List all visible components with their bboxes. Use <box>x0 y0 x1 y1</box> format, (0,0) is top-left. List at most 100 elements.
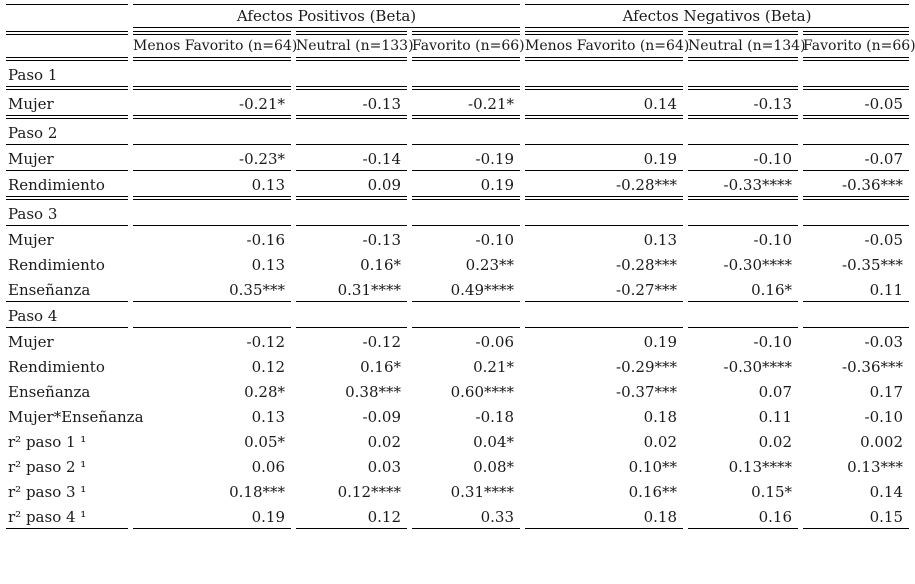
value-cell: 0.16* <box>360 358 401 376</box>
value-cell: -0.35*** <box>842 256 904 274</box>
value-cell: 0.12 <box>251 358 285 376</box>
value-cell: -0.12 <box>246 333 285 351</box>
section-row-paso-4: Paso 4 <box>6 305 910 328</box>
value-cell: 0.33 <box>412 506 520 529</box>
value-cell: 0.04* <box>473 433 514 451</box>
value-cell: -0.28*** <box>616 256 677 274</box>
group-header-positive: Afectos Positivos (Beta) <box>133 4 520 28</box>
value-cell: -0.13 <box>688 93 798 119</box>
empty-cell <box>688 305 798 328</box>
table-row: Enseñanza 0.35*** 0.31**** 0.49**** -0.2… <box>6 279 910 302</box>
section-label: Paso 4 <box>6 305 128 328</box>
table-row: Rendimiento 0.13 0.09 0.19 -0.28*** -0.3… <box>6 174 910 200</box>
value-cell: 0.11 <box>758 408 792 426</box>
column-header-neutral-neg: Neutral (n=134) <box>688 31 806 61</box>
value-cell: -0.18 <box>475 408 514 426</box>
value-cell: 0.13 <box>643 231 677 249</box>
value-cell: 0.06 <box>251 458 285 476</box>
value-cell: 0.16** <box>628 483 677 501</box>
row-label: Mujer <box>8 231 54 249</box>
value-cell: -0.19 <box>412 148 520 171</box>
value-cell: -0.13 <box>362 231 401 249</box>
section-row-paso-1: Paso 1 <box>6 64 910 90</box>
value-cell: 0.12 <box>296 506 407 529</box>
value-cell: 0.49**** <box>412 279 520 302</box>
value-cell: 0.11 <box>803 279 910 302</box>
value-cell: 0.10** <box>628 458 677 476</box>
row-label: Enseñanza <box>6 279 128 302</box>
table-row: Rendimiento 0.12 0.16* 0.21* -0.29*** -0… <box>6 356 909 378</box>
value-cell: -0.23* <box>133 148 291 171</box>
empty-cell <box>296 122 407 145</box>
row-label: Mujer <box>6 148 128 171</box>
table-row: Mujer -0.21* -0.13 -0.21* 0.14 -0.13 -0.… <box>6 93 910 119</box>
table-row: r² paso 3 ¹ 0.18*** 0.12**** 0.31**** 0.… <box>6 481 909 503</box>
value-cell: -0.21* <box>412 93 520 119</box>
empty-cell <box>525 64 683 90</box>
row-label: r² paso 2 ¹ <box>8 458 87 476</box>
value-cell: -0.12 <box>362 333 401 351</box>
row-label: Mujer*Enseñanza <box>8 408 144 426</box>
row-label: Mujer <box>6 93 128 119</box>
value-cell: -0.14 <box>296 148 407 171</box>
value-cell: 0.16* <box>360 256 401 274</box>
value-cell: -0.10 <box>753 231 792 249</box>
table-row: Rendimiento 0.13 0.16* 0.23** -0.28*** -… <box>6 254 909 276</box>
section-label: Paso 3 <box>6 203 128 226</box>
column-header-favorito-pos: Favorito (n=66) <box>412 31 525 61</box>
value-cell: 0.15 <box>803 506 910 529</box>
value-cell: 0.13**** <box>728 458 792 476</box>
value-cell: 0.35*** <box>133 279 291 302</box>
value-cell: 0.21* <box>473 358 514 376</box>
group-header-row: Afectos Positivos (Beta) Afectos Negativ… <box>6 4 910 28</box>
table-row: Mujer -0.16 -0.13 -0.10 0.13 -0.10 -0.05 <box>6 229 909 251</box>
value-cell: 0.31**** <box>450 483 514 501</box>
value-cell: 0.18*** <box>229 483 285 501</box>
empty-cell <box>688 122 798 145</box>
empty-cell <box>525 122 683 145</box>
value-cell: 0.09 <box>296 174 407 200</box>
value-cell: 0.002 <box>860 433 904 451</box>
empty-cell <box>133 203 291 226</box>
value-cell: 0.02 <box>643 433 677 451</box>
value-cell: 0.02 <box>758 433 792 451</box>
column-header-menos-favorito-pos: Menos Favorito (n=64) <box>133 31 297 61</box>
value-cell: 0.03 <box>367 458 401 476</box>
value-cell: -0.30**** <box>723 256 792 274</box>
empty-cell <box>803 64 910 90</box>
value-cell: -0.21* <box>133 93 291 119</box>
row-label: Rendimiento <box>8 256 105 274</box>
value-cell: -0.10 <box>753 333 792 351</box>
value-cell: -0.16 <box>246 231 285 249</box>
value-cell: -0.27*** <box>525 279 683 302</box>
empty-cell <box>133 64 291 90</box>
section-label: Paso 2 <box>6 122 128 145</box>
regression-table: Afectos Positivos (Beta) Afectos Negativ… <box>1 1 915 532</box>
empty-cell <box>296 305 407 328</box>
value-cell: -0.30**** <box>723 358 792 376</box>
value-cell: 0.38*** <box>345 383 401 401</box>
column-header-menos-favorito-neg: Menos Favorito (n=64) <box>525 31 689 61</box>
value-cell: -0.05 <box>864 231 904 249</box>
value-cell: 0.19 <box>525 148 683 171</box>
value-cell: 0.19 <box>412 174 520 200</box>
row-label: r² paso 3 ¹ <box>8 483 87 501</box>
section-row-paso-3: Paso 3 <box>6 203 910 226</box>
table-row: Mujer -0.23* -0.14 -0.19 0.19 -0.10 -0.0… <box>6 148 910 171</box>
value-cell: 0.15* <box>751 483 792 501</box>
value-cell: -0.10 <box>475 231 514 249</box>
row-label: r² paso 4 ¹ <box>6 506 128 529</box>
column-header-favorito-neg: Favorito (n=66) <box>803 31 915 61</box>
value-cell: 0.17 <box>869 383 904 401</box>
value-cell: 0.19 <box>643 333 677 351</box>
empty-cell <box>133 122 291 145</box>
stub-cell <box>6 4 128 28</box>
row-label: Enseñanza <box>8 383 91 401</box>
value-cell: 0.31**** <box>296 279 407 302</box>
row-label: r² paso 1 ¹ <box>8 433 87 451</box>
empty-cell <box>412 203 520 226</box>
empty-cell <box>412 122 520 145</box>
value-cell: 0.13 <box>251 408 285 426</box>
value-cell: -0.36*** <box>803 174 910 200</box>
value-cell: 0.18 <box>525 506 683 529</box>
